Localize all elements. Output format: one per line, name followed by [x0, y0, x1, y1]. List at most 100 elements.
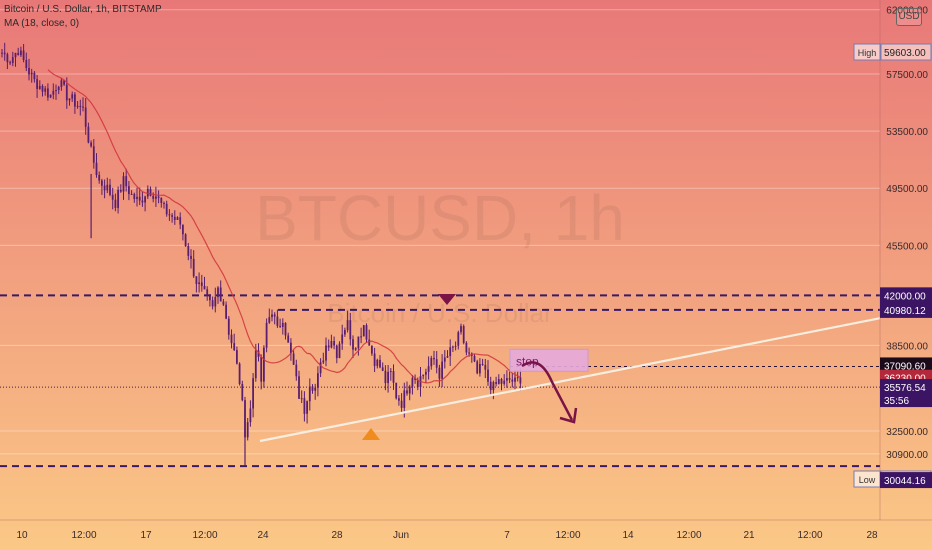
- candle-body: [430, 357, 433, 367]
- candle-body: [376, 359, 379, 366]
- indicator-legend[interactable]: MA (18, close, 0): [4, 18, 80, 29]
- candle-body: [222, 301, 225, 305]
- candle-body: [398, 398, 400, 401]
- candle-body: [449, 347, 452, 357]
- candle-body: [511, 379, 514, 382]
- candle-body: [352, 339, 354, 350]
- candle-body: [3, 52, 6, 55]
- candle-body: [341, 334, 344, 344]
- badge-42000-text: 42000.00: [884, 291, 926, 302]
- badge-30044-text: 30044.16: [884, 476, 926, 487]
- candle-body: [144, 196, 146, 203]
- trend-line: [259, 317, 881, 443]
- candle-body: [49, 94, 52, 98]
- symbol-legend[interactable]: Bitcoin / U.S. Dollar, 1h, BITSTAMP: [4, 4, 162, 15]
- x-tick-label: Jun: [393, 530, 409, 541]
- candle-body: [473, 355, 476, 362]
- candle-body: [76, 105, 79, 107]
- currency-badge[interactable]: USD: [896, 8, 922, 26]
- candle-body: [327, 345, 330, 348]
- candle-body: [233, 343, 236, 351]
- candle-body: [190, 255, 192, 259]
- high-badge-tag: High: [858, 48, 877, 58]
- candle-body: [273, 314, 276, 317]
- candle-body: [330, 341, 333, 348]
- candle-body: [200, 282, 203, 286]
- candle-body: [373, 353, 376, 366]
- projection-arrowhead: [559, 407, 578, 424]
- candle-body: [38, 85, 41, 89]
- candle-body: [65, 84, 68, 101]
- candle-body: [519, 377, 522, 384]
- candle-body: [163, 203, 165, 205]
- candle-body: [179, 217, 182, 225]
- candle-body: [500, 379, 503, 384]
- candle-body: [479, 364, 481, 374]
- candle-body: [122, 176, 125, 192]
- x-tick-label: 17: [140, 530, 152, 541]
- candle-body: [422, 374, 425, 377]
- candle-body: [319, 362, 322, 374]
- candle-body: [325, 345, 327, 361]
- candle-body: [173, 216, 176, 220]
- y-tick-label: 62000.00: [886, 6, 928, 17]
- candle-body: [187, 246, 190, 256]
- candle-body: [130, 194, 133, 196]
- candle-body: [20, 50, 22, 56]
- candle-body: [98, 175, 101, 181]
- high-badge-text: 59603.00: [884, 48, 926, 59]
- candle-body: [276, 316, 279, 326]
- candle-body: [41, 85, 44, 92]
- candle-body: [368, 339, 371, 346]
- candle-body: [303, 398, 306, 414]
- projection-arrow: [521, 361, 574, 421]
- candle-body: [1, 52, 3, 54]
- candle-body: [203, 285, 206, 290]
- candle-body: [52, 90, 55, 95]
- candle-body: [457, 332, 460, 346]
- high-badge: High 59603.00: [853, 43, 932, 61]
- candle-body: [254, 350, 257, 379]
- candle-body: [17, 52, 20, 56]
- candle-body: [265, 322, 268, 348]
- candle-body: [227, 318, 230, 335]
- candle-body: [314, 387, 317, 391]
- candle-body: [87, 126, 90, 143]
- candle-body: [160, 197, 163, 204]
- candle-body: [22, 50, 25, 60]
- candle-body: [508, 378, 511, 380]
- badge-35576-bg: [880, 379, 932, 408]
- candle-body: [133, 194, 136, 200]
- candle-body: [357, 336, 360, 349]
- candle-body: [300, 398, 303, 400]
- stop-label: stop: [516, 354, 539, 368]
- candle-body: [195, 276, 198, 285]
- candle-body: [241, 384, 244, 401]
- candle-body: [33, 72, 36, 80]
- candle-body: [476, 361, 479, 374]
- candle-body: [411, 377, 414, 387]
- up-triangle-marker: [362, 428, 380, 440]
- y-tick-label: 32500.00: [886, 427, 928, 438]
- candle-body: [109, 184, 111, 195]
- candle-body: [438, 367, 441, 379]
- y-tick-label: 45500.00: [886, 241, 928, 252]
- candle-body: [60, 80, 63, 87]
- candle-body: [149, 188, 152, 196]
- candle-body: [287, 335, 290, 343]
- candle-body: [460, 326, 462, 333]
- candle-body: [387, 371, 389, 384]
- candle-body: [236, 350, 238, 364]
- candle-body: [71, 94, 74, 99]
- candle-body: [138, 196, 141, 201]
- candle-body: [311, 386, 314, 391]
- candle-body: [452, 346, 454, 348]
- candle-body: [79, 105, 82, 107]
- candle-body: [171, 215, 173, 217]
- candle-body: [443, 357, 446, 362]
- candle-body: [349, 320, 352, 340]
- x-tick-label: 28: [866, 530, 878, 541]
- candle-body: [74, 94, 76, 107]
